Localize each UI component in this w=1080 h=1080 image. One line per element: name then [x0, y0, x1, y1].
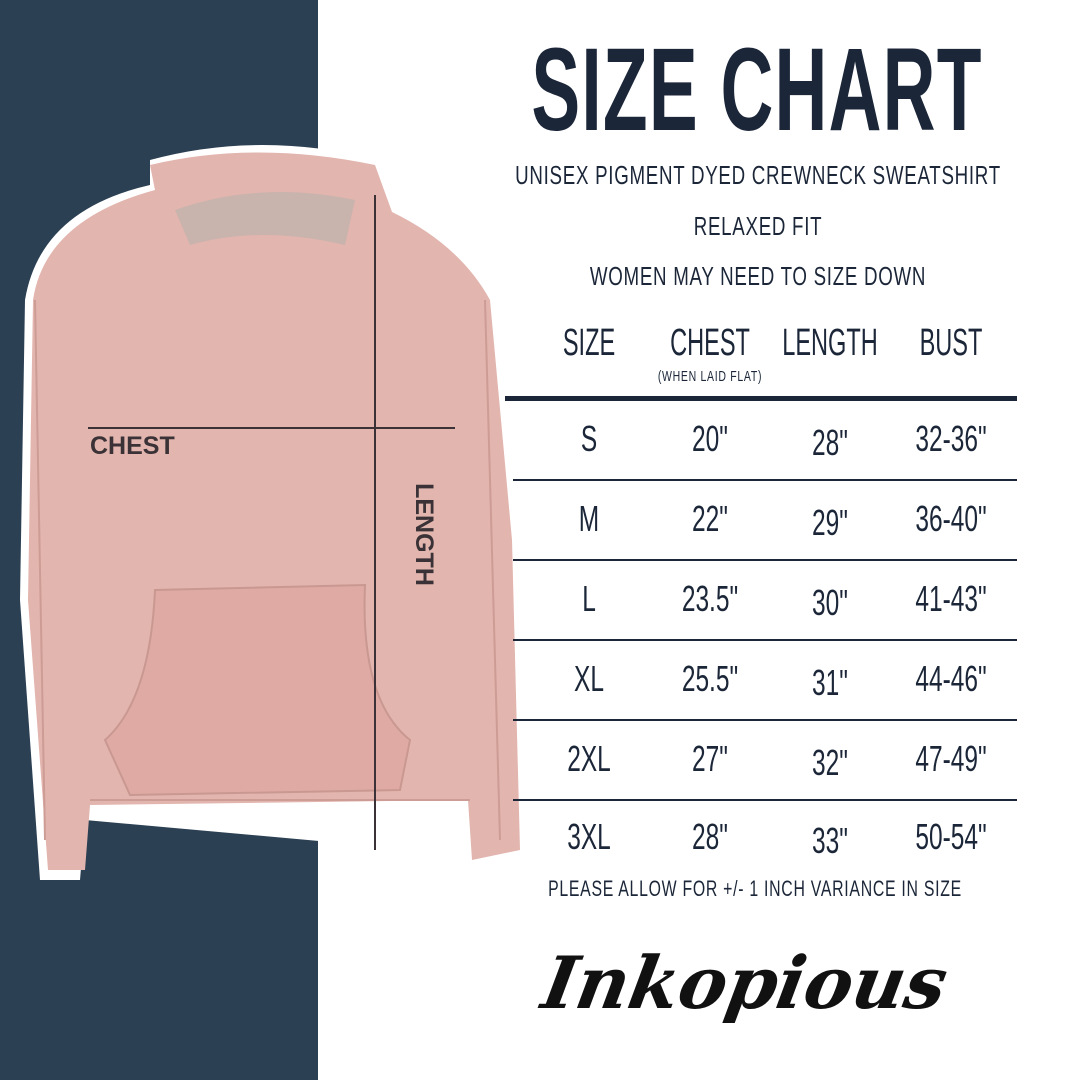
- cell-size: 3XL: [567, 816, 611, 857]
- cell-bust: 41-43": [915, 578, 987, 619]
- header-bust: BUST: [919, 322, 983, 364]
- row-divider: [513, 479, 1017, 481]
- cell-size: S: [580, 418, 598, 459]
- cell-bust: 32-36": [915, 418, 987, 459]
- header-chest: CHEST: [670, 322, 750, 364]
- cell-length: 28": [812, 422, 848, 463]
- cell-bust: 44-46": [915, 658, 987, 699]
- cell-chest: 27": [692, 738, 728, 779]
- header-chest-note: (WHEN LAID FLAT): [657, 368, 763, 385]
- row-divider: [513, 639, 1017, 641]
- cell-bust: 47-49": [915, 738, 987, 779]
- cell-length: 33": [812, 820, 848, 861]
- cell-size: M: [578, 498, 600, 539]
- cell-length: 31": [812, 662, 848, 703]
- cell-size: 2XL: [567, 738, 611, 779]
- row-divider: [513, 719, 1017, 721]
- cell-chest: 22": [692, 498, 728, 539]
- subtitle-fit: RELAXED FIT: [693, 211, 823, 241]
- cell-chest: 23.5": [681, 578, 739, 619]
- cell-bust: 50-54": [915, 816, 987, 857]
- cell-length: 29": [812, 502, 848, 543]
- length-diagram-label: LENGTH: [409, 483, 438, 586]
- cell-size: XL: [574, 658, 604, 699]
- cell-size: L: [582, 578, 596, 619]
- brand-logo: Inkopious: [536, 940, 954, 1025]
- row-divider: [513, 799, 1017, 801]
- subtitle-sizing-note: WOMEN MAY NEED TO SIZE DOWN: [589, 261, 927, 291]
- cell-length: 30": [812, 582, 848, 623]
- header-divider: [505, 396, 1017, 401]
- subtitle-product: UNISEX PIGMENT DYED CREWNECK SWEATSHIRT: [515, 160, 1001, 190]
- header-length: LENGTH: [782, 322, 878, 364]
- cell-chest: 25.5": [681, 658, 739, 699]
- chest-diagram-label: CHEST: [90, 432, 175, 460]
- header-size: SIZE: [562, 322, 616, 364]
- footnote: PLEASE ALLOW FOR +/- 1 INCH VARIANCE IN …: [548, 876, 962, 901]
- row-divider: [513, 559, 1017, 561]
- hoodie-image: [28, 152, 520, 870]
- cell-chest: 20": [692, 418, 728, 459]
- cell-chest: 28": [692, 816, 728, 857]
- page-title: SIZE CHART: [531, 24, 983, 156]
- cell-bust: 36-40": [915, 498, 987, 539]
- cell-length: 32": [812, 742, 848, 783]
